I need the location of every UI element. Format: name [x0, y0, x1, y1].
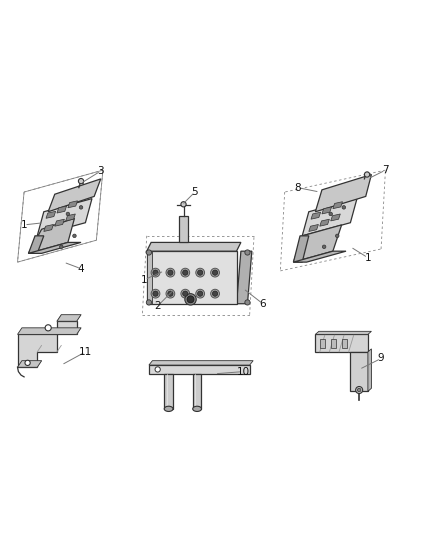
Text: 7: 7	[382, 165, 389, 175]
Polygon shape	[57, 314, 81, 321]
Polygon shape	[331, 214, 340, 221]
Circle shape	[342, 206, 346, 209]
Circle shape	[60, 245, 63, 248]
Polygon shape	[149, 365, 250, 374]
Polygon shape	[293, 225, 342, 262]
Circle shape	[181, 268, 190, 277]
Polygon shape	[320, 219, 329, 226]
Circle shape	[183, 270, 188, 275]
Circle shape	[322, 245, 326, 248]
Circle shape	[66, 212, 70, 216]
Circle shape	[212, 270, 218, 275]
Polygon shape	[237, 251, 252, 304]
Polygon shape	[302, 199, 357, 236]
Circle shape	[181, 201, 186, 207]
Polygon shape	[293, 251, 346, 262]
Polygon shape	[18, 328, 81, 334]
Circle shape	[146, 250, 152, 255]
Circle shape	[181, 289, 190, 298]
Polygon shape	[315, 174, 371, 212]
Circle shape	[168, 270, 173, 275]
Polygon shape	[46, 211, 56, 219]
Circle shape	[79, 206, 83, 209]
Text: 5: 5	[191, 187, 198, 197]
Polygon shape	[37, 199, 92, 236]
Circle shape	[364, 172, 370, 177]
Circle shape	[45, 325, 51, 331]
Polygon shape	[147, 251, 237, 304]
Polygon shape	[28, 236, 44, 253]
Polygon shape	[333, 201, 343, 209]
Circle shape	[25, 360, 30, 366]
Polygon shape	[179, 216, 188, 243]
Circle shape	[151, 268, 160, 277]
Polygon shape	[368, 349, 371, 391]
Text: 4: 4	[78, 264, 85, 273]
Circle shape	[187, 296, 194, 303]
Circle shape	[198, 270, 203, 275]
Circle shape	[183, 291, 188, 296]
Circle shape	[356, 386, 363, 393]
Circle shape	[155, 367, 160, 372]
Polygon shape	[28, 243, 81, 253]
Circle shape	[198, 291, 203, 296]
Polygon shape	[315, 332, 371, 334]
Polygon shape	[193, 374, 201, 409]
Text: 1: 1	[141, 274, 148, 285]
Circle shape	[357, 388, 361, 392]
Polygon shape	[57, 206, 67, 213]
Polygon shape	[164, 374, 173, 409]
Circle shape	[78, 179, 84, 184]
Circle shape	[73, 234, 76, 238]
Text: 10: 10	[237, 367, 250, 377]
Circle shape	[153, 270, 158, 275]
Circle shape	[146, 300, 152, 305]
Circle shape	[211, 289, 219, 298]
Polygon shape	[44, 224, 53, 231]
Text: 1: 1	[21, 220, 28, 230]
Polygon shape	[66, 214, 75, 221]
Circle shape	[336, 234, 339, 238]
Circle shape	[329, 212, 332, 216]
Bar	[320, 339, 325, 348]
Polygon shape	[147, 243, 241, 251]
Ellipse shape	[193, 406, 201, 411]
Circle shape	[151, 289, 160, 298]
Bar	[331, 339, 336, 348]
Circle shape	[196, 268, 205, 277]
Polygon shape	[322, 207, 332, 214]
Circle shape	[153, 291, 158, 296]
Polygon shape	[350, 352, 368, 391]
Circle shape	[245, 300, 250, 305]
Circle shape	[211, 268, 219, 277]
Circle shape	[166, 268, 175, 277]
Polygon shape	[309, 224, 318, 231]
Polygon shape	[18, 321, 77, 367]
Text: 8: 8	[294, 183, 301, 192]
Text: 3: 3	[97, 166, 104, 176]
Circle shape	[196, 289, 205, 298]
Circle shape	[168, 291, 173, 296]
Ellipse shape	[164, 406, 173, 411]
Polygon shape	[315, 334, 368, 352]
Circle shape	[245, 250, 250, 255]
Bar	[342, 339, 347, 348]
Polygon shape	[147, 251, 152, 304]
Text: 6: 6	[259, 298, 266, 309]
Text: 11: 11	[79, 347, 92, 357]
Polygon shape	[149, 361, 253, 365]
Text: 9: 9	[378, 353, 385, 364]
Polygon shape	[68, 201, 78, 208]
Polygon shape	[55, 219, 64, 226]
Circle shape	[166, 289, 175, 298]
Polygon shape	[293, 236, 309, 262]
Polygon shape	[48, 179, 101, 212]
Polygon shape	[28, 219, 74, 253]
Circle shape	[212, 291, 218, 296]
Polygon shape	[18, 361, 42, 367]
Text: 2: 2	[154, 301, 161, 311]
Circle shape	[185, 294, 196, 305]
Text: 1: 1	[364, 253, 371, 263]
Polygon shape	[311, 212, 321, 219]
